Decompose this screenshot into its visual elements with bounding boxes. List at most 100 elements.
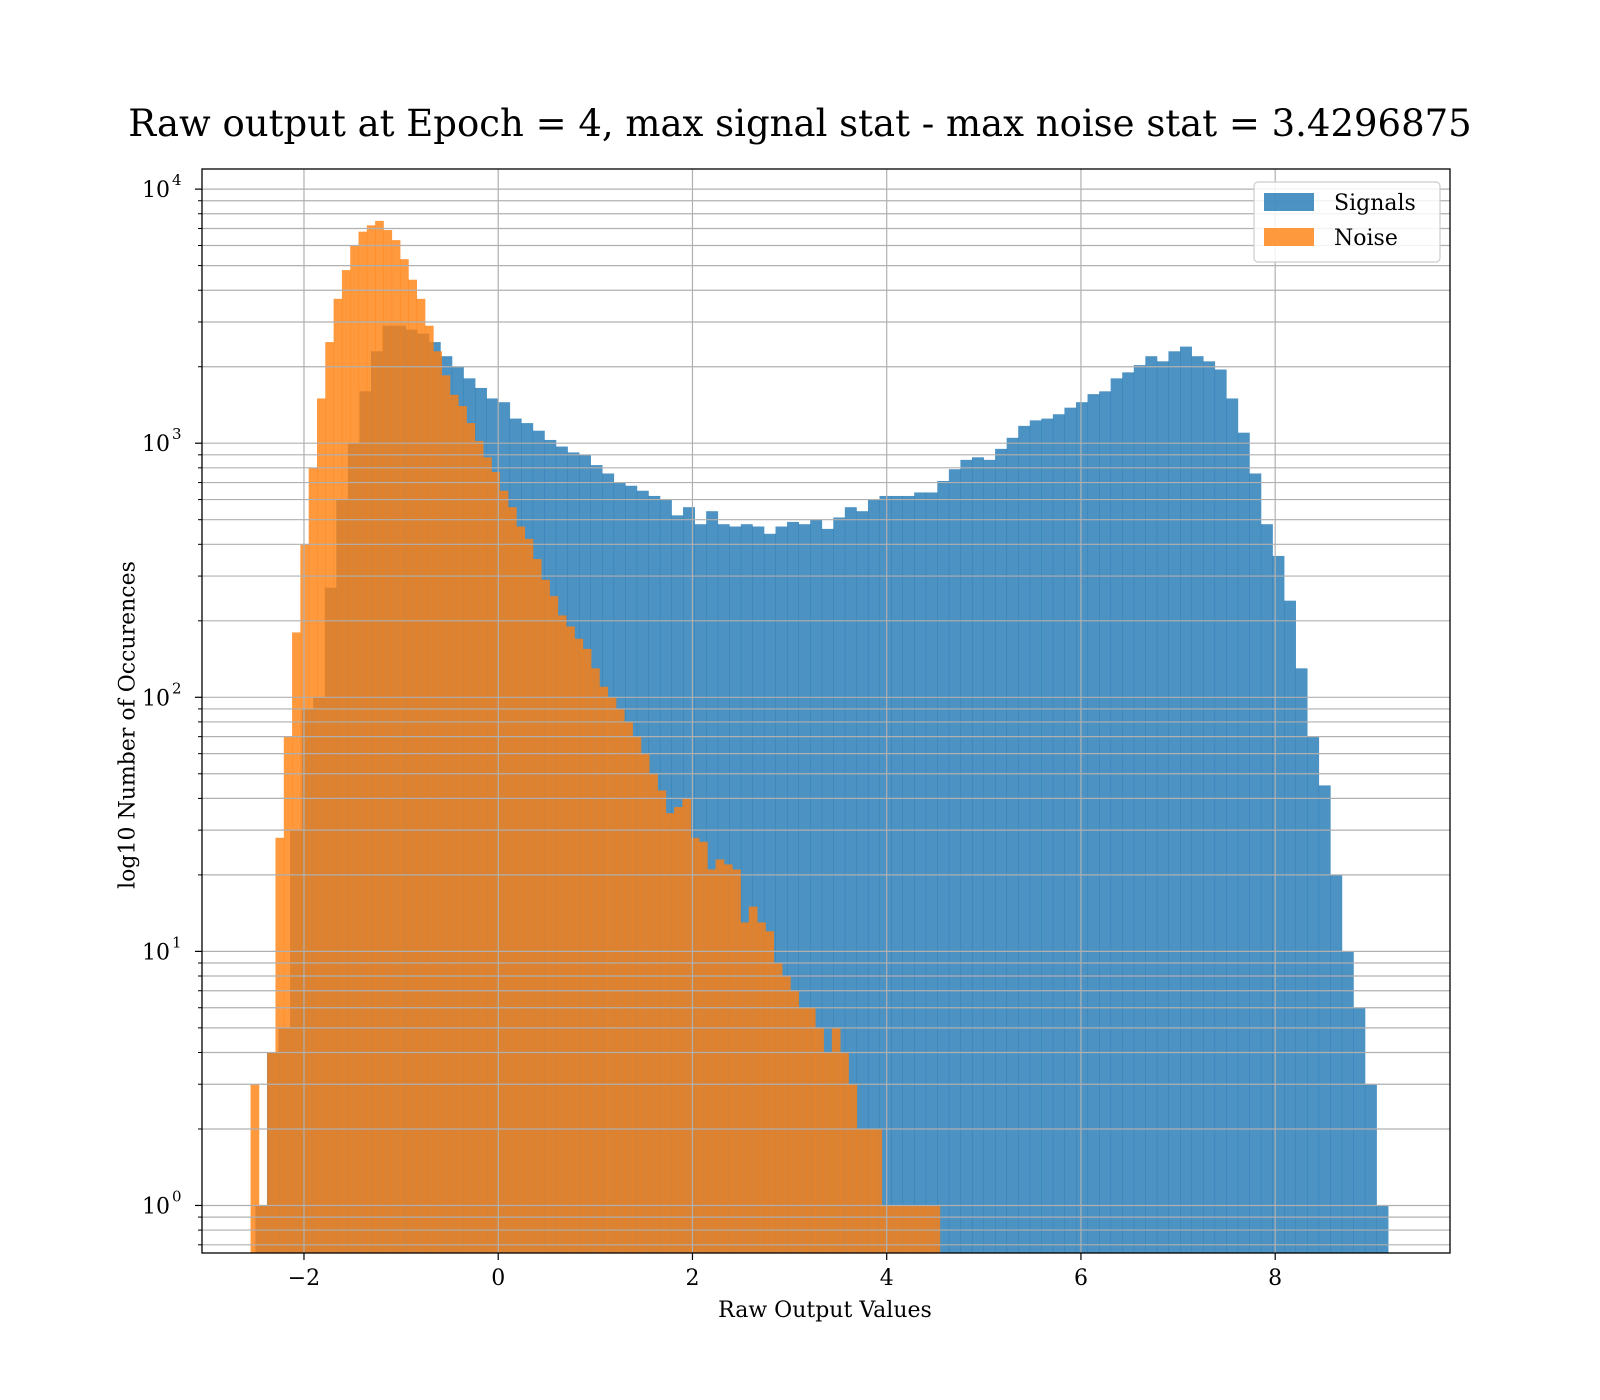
histogram-bar (1307, 736, 1320, 1253)
histogram-bar (624, 721, 633, 1253)
histogram-bar (1330, 874, 1343, 1253)
histogram-bar (806, 1007, 816, 1253)
histogram-bar (441, 375, 451, 1253)
histogram-bar (524, 538, 534, 1253)
histogram-bar (856, 1128, 866, 1253)
y-tick-label: 10 (142, 432, 170, 457)
histogram-bar (1318, 785, 1331, 1253)
histogram-bar (823, 1052, 833, 1253)
histogram-bar (831, 1027, 841, 1253)
histogram-bar (632, 736, 642, 1253)
histogram-bar (1029, 420, 1042, 1253)
histogram-bar (557, 615, 567, 1253)
histogram-bar (599, 686, 609, 1253)
histogram-bar (881, 1205, 891, 1253)
y-axis-label: log10 Number of Occurences (115, 561, 141, 889)
legend-swatch (1264, 193, 1314, 211)
histogram-bar (931, 1205, 941, 1253)
histogram-bar (400, 259, 409, 1253)
histogram-bar (1341, 951, 1354, 1253)
histogram-bar (657, 790, 667, 1253)
histogram-bar (815, 1027, 824, 1253)
histogram-bar (1364, 1084, 1377, 1253)
histogram-bar (333, 298, 343, 1253)
histogram-bar (1191, 356, 1204, 1253)
y-tick-exponent: 3 (172, 425, 182, 443)
histogram-bar (948, 469, 961, 1253)
histogram-bar (1006, 437, 1019, 1253)
histogram-bar (1249, 473, 1262, 1253)
histogram-bar (1087, 394, 1100, 1253)
histogram-bar (1353, 1007, 1366, 1253)
histogram-bar (549, 596, 559, 1253)
histogram-bar (358, 231, 368, 1253)
x-tick-label: −2 (288, 1266, 320, 1291)
histogram-bar (1237, 432, 1250, 1253)
y-tick-exponent: 0 (172, 1187, 182, 1205)
legend-label: Signals (1334, 191, 1416, 216)
histogram-bar (449, 394, 459, 1253)
histogram-bar (889, 1205, 899, 1253)
histogram-bar (840, 1052, 849, 1253)
histogram-bar (1180, 346, 1192, 1253)
histogram-bar (856, 511, 869, 1253)
histogram-bar (690, 837, 700, 1253)
histogram-bar (865, 1128, 874, 1253)
histogram-bar (1018, 425, 1031, 1253)
histogram-bar (391, 240, 401, 1253)
histogram-bar (810, 519, 823, 1253)
histogram-bar (541, 579, 550, 1253)
legend-swatch (1264, 228, 1314, 246)
histogram-bar (925, 492, 938, 1253)
gridlines (202, 169, 1450, 1253)
histogram-bar (275, 837, 285, 1253)
histogram-bar (607, 697, 617, 1253)
histogram-bar (1075, 402, 1088, 1253)
histogram-bar (591, 668, 600, 1253)
histogram-bar (971, 457, 984, 1253)
histogram-bar (499, 490, 509, 1253)
histogram-bar (906, 1205, 916, 1253)
histogram-bar (366, 225, 376, 1253)
histogram-bar (1133, 365, 1146, 1253)
histogram-bar (665, 813, 675, 1253)
histogram-bar (574, 638, 584, 1253)
histogram-bar (292, 632, 301, 1253)
histogram-bar (1284, 600, 1296, 1253)
histogram-bar (640, 753, 650, 1253)
histogram-bar (483, 457, 492, 1253)
histogram-bar (732, 869, 741, 1253)
histogram-bar (507, 507, 517, 1253)
histogram-bar (960, 459, 973, 1253)
histogram-bar (914, 492, 927, 1253)
histogram-bar (752, 526, 765, 1253)
histogram-bar (798, 524, 811, 1253)
legend-label: Noise (1334, 226, 1398, 251)
histogram-bar (516, 526, 525, 1253)
histogram-bar (983, 459, 996, 1253)
histogram-bar (416, 298, 426, 1253)
x-tick-label: 2 (685, 1266, 699, 1291)
histogram-bar (782, 976, 791, 1253)
histogram-bar (325, 342, 334, 1253)
histogram-bar (1272, 555, 1285, 1253)
histogram-bar (773, 963, 783, 1253)
y-tick-label: 10 (142, 686, 170, 711)
histogram-bar (350, 245, 359, 1253)
histogram-bar (258, 1205, 268, 1253)
y-tick-label: 10 (142, 1194, 170, 1219)
histogram-bar (491, 472, 501, 1253)
histogram-bar (1122, 372, 1135, 1253)
histogram-bar (566, 626, 575, 1253)
histogram-bar (466, 423, 476, 1253)
histogram-bar (748, 906, 758, 1253)
histogram-bar (308, 467, 318, 1253)
histogram-bar (740, 524, 753, 1253)
histogram-bar (698, 841, 708, 1253)
histogram-bar (1376, 1205, 1389, 1253)
histogram-bar (283, 736, 293, 1253)
histogram-bar (1295, 668, 1308, 1253)
histogram-bar (250, 1084, 260, 1253)
